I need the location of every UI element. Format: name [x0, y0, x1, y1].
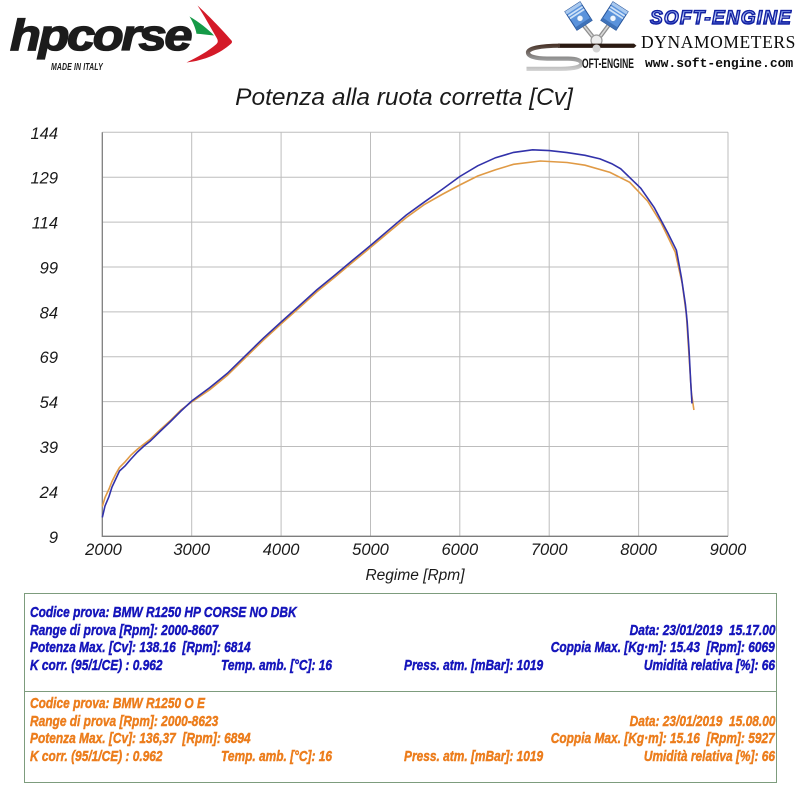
svg-text:9: 9: [49, 529, 58, 547]
svg-text:6000: 6000: [441, 541, 479, 559]
svg-text:144: 144: [30, 125, 58, 143]
svg-text:54: 54: [40, 394, 58, 412]
svg-text:5000: 5000: [352, 541, 390, 559]
svg-text:4000: 4000: [263, 541, 301, 559]
svg-text:114: 114: [32, 215, 58, 233]
svg-text:Potenza alla ruota corretta [C: Potenza alla ruota corretta [Cv]: [235, 84, 574, 111]
svg-text:9000: 9000: [710, 541, 748, 559]
svg-text:99: 99: [40, 260, 58, 278]
svg-text:7000: 7000: [531, 541, 569, 559]
svg-text:39: 39: [40, 439, 58, 457]
svg-text:24: 24: [39, 484, 58, 502]
svg-text:2000: 2000: [84, 541, 123, 559]
svg-text:69: 69: [40, 349, 58, 367]
svg-text:3000: 3000: [173, 541, 211, 559]
svg-text:84: 84: [40, 304, 58, 322]
svg-text:8000: 8000: [620, 541, 658, 559]
svg-text:129: 129: [30, 170, 58, 188]
svg-text:Regime [Rpm]: Regime [Rpm]: [365, 567, 465, 584]
